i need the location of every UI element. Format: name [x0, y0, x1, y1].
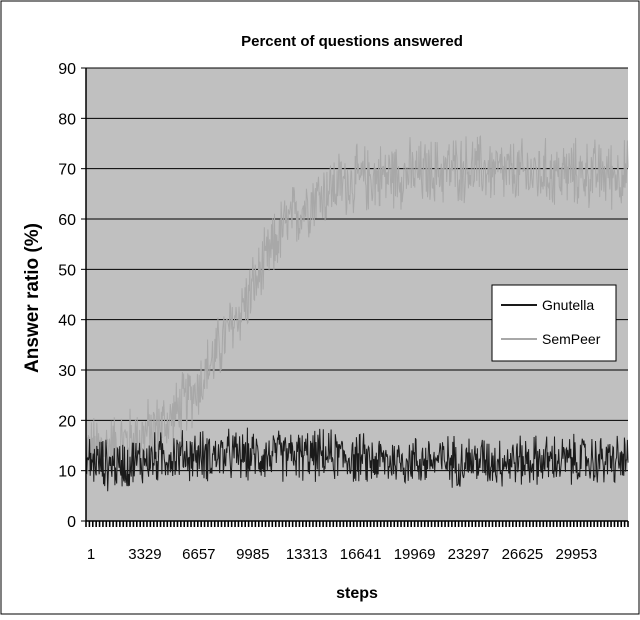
y-tick-label: 60 [58, 212, 76, 229]
legend-box [491, 284, 617, 362]
x-tick-label: 26625 [502, 546, 544, 563]
series-line-gnutella [85, 427, 629, 492]
y-axis-label: Answer ratio (%) [22, 223, 43, 373]
y-tick-label: 30 [58, 363, 76, 380]
series-group [85, 134, 629, 492]
x-tick-label: 1 [87, 546, 95, 563]
x-tick-label: 3329 [128, 546, 161, 563]
y-tick-label: 80 [58, 111, 76, 128]
y-tick-label: 10 [58, 464, 76, 481]
x-tick-label: 19969 [394, 546, 436, 563]
y-tick-label: 40 [58, 313, 76, 330]
legend-label-sempeer: SemPeer [542, 331, 601, 347]
y-axis-ticks: 0 10 20 30 40 50 60 70 80 90 [58, 61, 86, 531]
y-tick-label: 0 [67, 514, 76, 531]
x-axis-ticks: 1 3329 6657 9985 13313 16641 19969 23297 26625 29… [85, 521, 629, 563]
x-tick-label: 29953 [556, 546, 598, 563]
series-line-sempeer [85, 134, 629, 477]
x-tick-label: 9985 [236, 546, 269, 563]
x-tick-label: 13313 [286, 546, 328, 563]
y-tick-label: 20 [58, 413, 76, 430]
legend-label-gnutella: Gnutella [542, 297, 594, 313]
x-axis-label: steps [336, 585, 378, 602]
x-tick-label: 16641 [340, 546, 382, 563]
chart-title: Percent of questions answered [241, 33, 463, 50]
x-tick-label: 23297 [448, 546, 490, 563]
legend: Gnutella SemPeer [491, 284, 617, 362]
y-tick-label: 90 [58, 61, 76, 78]
x-tick-label: 6657 [182, 546, 215, 563]
y-tick-label: 50 [58, 262, 76, 279]
y-tick-label: 70 [58, 162, 76, 179]
